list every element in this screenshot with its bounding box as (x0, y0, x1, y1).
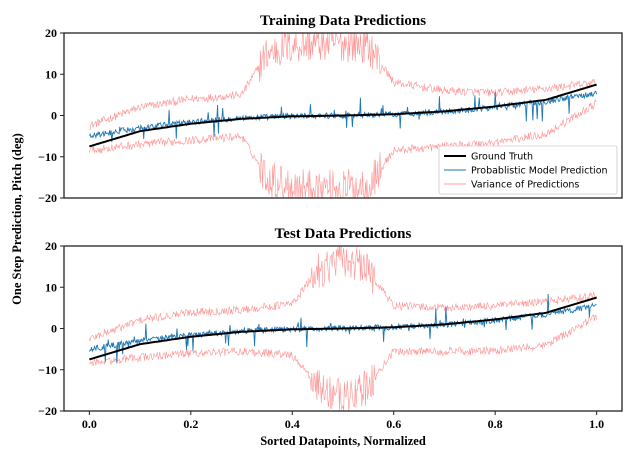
top-ground-truth-series (89, 83, 597, 148)
x-tick-label: 0.4 (285, 417, 300, 431)
bottom-panel-plot (88, 245, 597, 412)
x-tick-label: 0.8 (488, 417, 503, 431)
bottom-x-axis-ticks: 0.0 0.2 0.4 0.6 0.8 1.0 (82, 411, 604, 431)
top-panel: Training Data Predictions 20 10 0 −10 −20 Gr… (38, 13, 623, 205)
legend-label-variance: Variance of Predictions (471, 180, 579, 191)
top-panel-title: Training Data Predictions (260, 13, 426, 29)
bottom-panel: Test Data Predictions 20 10 0 −10 −20 0.0 0.2… (38, 226, 623, 431)
top-panel-plot (88, 31, 598, 200)
prediction-line (88, 90, 598, 143)
y-tick-label: −10 (38, 150, 57, 164)
top-y-axis-ticks: 20 10 0 −10 −20 (38, 26, 64, 205)
variance-upper-line (89, 31, 597, 131)
y-tick-label: 20 (45, 239, 57, 253)
legend-label-prediction: Probablistic Model Prediction (471, 166, 608, 177)
bottom-ground-truth-series (89, 296, 597, 361)
x-tick-label: 0.0 (82, 417, 97, 431)
x-tick-label: 0.6 (386, 417, 401, 431)
x-tick-label: 1.0 (589, 417, 604, 431)
x-tick-label: 0.2 (183, 417, 198, 431)
variance-lower-line (89, 98, 597, 200)
bottom-y-axis-ticks: 20 10 0 −10 −20 (38, 239, 64, 418)
top-variance-series (89, 31, 597, 200)
y-tick-label: −20 (38, 191, 57, 205)
y-tick-label: 20 (45, 26, 57, 40)
y-tick-label: −10 (38, 363, 57, 377)
x-axis-label: Sorted Datapoints, Normalized (260, 434, 426, 448)
y-tick-label: 10 (45, 67, 57, 81)
ground-truth-line (89, 83, 597, 148)
y-tick-label: 0 (51, 109, 57, 123)
bottom-panel-title: Test Data Predictions (275, 226, 412, 242)
legend-box (438, 145, 618, 195)
y-tick-label: 0 (51, 322, 57, 336)
top-prediction-series (88, 90, 598, 143)
legend-label-ground-truth: Ground Truth (471, 152, 533, 163)
y-axis-label: One Step Prediction, Pitch (deg) (10, 133, 24, 305)
y-tick-label: 10 (45, 280, 57, 294)
variance-upper-line (89, 245, 597, 342)
bottom-variance-series (89, 245, 597, 412)
ground-truth-line (89, 296, 597, 361)
variance-lower-line (89, 313, 597, 412)
legend: Ground Truth Probablistic Model Predicti… (438, 145, 618, 195)
y-tick-label: −20 (38, 404, 57, 418)
